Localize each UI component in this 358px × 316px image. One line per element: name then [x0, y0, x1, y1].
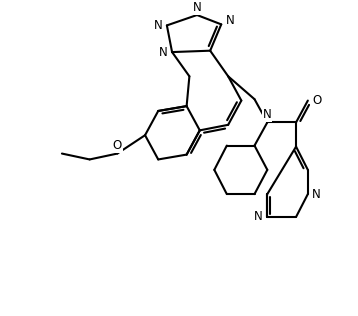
- Text: N: N: [312, 188, 321, 201]
- Text: N: N: [263, 108, 272, 121]
- Text: O: O: [113, 139, 122, 152]
- Text: N: N: [193, 1, 202, 14]
- Text: N: N: [159, 46, 168, 58]
- Text: N: N: [226, 14, 234, 27]
- Text: N: N: [154, 19, 163, 32]
- Text: N: N: [254, 210, 263, 223]
- Text: O: O: [312, 94, 321, 107]
